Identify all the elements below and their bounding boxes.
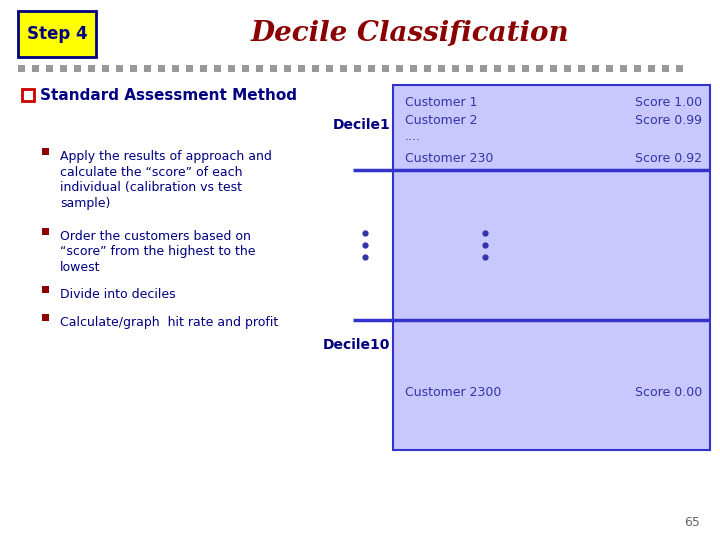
Bar	[452, 64, 459, 71]
Text: Decile10: Decile10	[323, 338, 390, 352]
Bar	[368, 64, 375, 71]
Bar	[382, 64, 389, 71]
Bar	[130, 64, 137, 71]
Text: ....: ....	[405, 131, 421, 144]
Bar	[18, 64, 25, 71]
Text: Divide into deciles: Divide into deciles	[60, 288, 176, 301]
Bar	[354, 64, 361, 71]
Bar	[620, 64, 627, 71]
Bar	[42, 314, 49, 321]
Bar	[466, 64, 473, 71]
Bar	[312, 64, 319, 71]
Bar	[508, 64, 515, 71]
Bar	[270, 64, 277, 71]
Bar	[284, 64, 291, 71]
Text: Order the customers based on: Order the customers based on	[60, 230, 251, 243]
Bar	[648, 64, 655, 71]
Bar	[340, 64, 347, 71]
Bar	[32, 64, 39, 71]
Text: Score 0.99: Score 0.99	[635, 113, 702, 126]
Bar	[242, 64, 249, 71]
Bar	[228, 64, 235, 71]
Text: sample): sample)	[60, 197, 110, 210]
Text: Customer 230: Customer 230	[405, 152, 493, 165]
Bar	[158, 64, 165, 71]
Bar	[592, 64, 599, 71]
Text: Customer 2: Customer 2	[405, 113, 477, 126]
Bar	[46, 64, 53, 71]
Bar	[326, 64, 333, 71]
Bar	[298, 64, 305, 71]
Bar	[102, 64, 109, 71]
Bar	[116, 64, 123, 71]
Bar	[200, 64, 207, 71]
Text: Score 1.00: Score 1.00	[635, 97, 702, 110]
Text: Calculate/graph  hit rate and profit: Calculate/graph hit rate and profit	[60, 316, 278, 329]
Text: Apply the results of approach and: Apply the results of approach and	[60, 150, 272, 163]
Bar	[214, 64, 221, 71]
Text: 65: 65	[684, 516, 700, 529]
Bar	[22, 89, 34, 101]
Text: lowest: lowest	[60, 261, 101, 274]
Text: Score 0.92: Score 0.92	[635, 152, 702, 165]
Bar	[480, 64, 487, 71]
Text: Standard Assessment Method: Standard Assessment Method	[40, 87, 297, 103]
Bar	[424, 64, 431, 71]
Bar	[494, 64, 501, 71]
Bar	[606, 64, 613, 71]
Bar	[578, 64, 585, 71]
Text: Decile Classification: Decile Classification	[251, 21, 570, 48]
Bar	[393, 85, 710, 450]
Text: Score 0.00: Score 0.00	[635, 386, 702, 399]
Text: Step 4: Step 4	[27, 25, 87, 43]
Bar	[536, 64, 543, 71]
Bar	[676, 64, 683, 71]
Bar	[42, 148, 49, 155]
Text: “score” from the highest to the: “score” from the highest to the	[60, 246, 256, 259]
Text: calculate the “score” of each: calculate the “score” of each	[60, 165, 243, 179]
Bar	[42, 228, 49, 235]
Bar	[256, 64, 263, 71]
Bar	[18, 11, 96, 57]
Bar	[172, 64, 179, 71]
Bar	[662, 64, 669, 71]
Text: Customer 1: Customer 1	[405, 97, 477, 110]
Bar	[396, 64, 403, 71]
Bar	[74, 64, 81, 71]
Bar	[186, 64, 193, 71]
Bar	[144, 64, 151, 71]
Text: individual (calibration vs test: individual (calibration vs test	[60, 181, 242, 194]
Bar	[42, 286, 49, 293]
Bar	[410, 64, 417, 71]
Bar	[60, 64, 67, 71]
Bar	[88, 64, 95, 71]
Text: Decile1: Decile1	[332, 118, 390, 132]
Text: Customer 2300: Customer 2300	[405, 386, 501, 399]
Bar	[564, 64, 571, 71]
Bar	[634, 64, 641, 71]
Bar	[550, 64, 557, 71]
Bar	[438, 64, 445, 71]
Bar	[522, 64, 529, 71]
